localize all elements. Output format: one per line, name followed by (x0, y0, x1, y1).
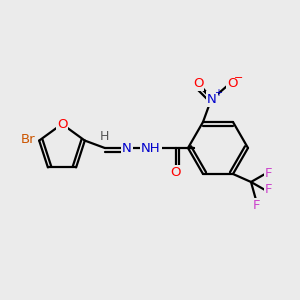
Text: O: O (57, 118, 67, 130)
Text: Br: Br (20, 133, 35, 146)
Text: O: O (171, 167, 181, 179)
Text: −: − (234, 73, 244, 83)
Text: F: F (265, 184, 273, 196)
Text: O: O (193, 76, 203, 89)
Text: N: N (207, 92, 217, 106)
Text: F: F (265, 167, 273, 181)
Text: N: N (122, 142, 132, 154)
Text: F: F (252, 200, 260, 212)
Text: O: O (227, 76, 237, 89)
Text: NH: NH (141, 142, 161, 154)
Text: H: H (100, 130, 110, 142)
Text: +: + (214, 88, 222, 98)
